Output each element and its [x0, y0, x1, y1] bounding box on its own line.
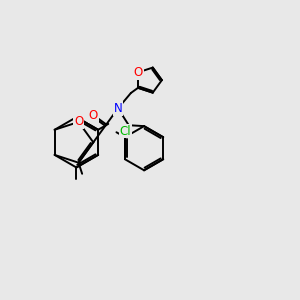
Text: O: O [89, 109, 98, 122]
Text: Cl: Cl [119, 124, 131, 137]
Text: O: O [134, 66, 142, 79]
Text: N: N [114, 102, 122, 115]
Text: O: O [74, 116, 83, 128]
